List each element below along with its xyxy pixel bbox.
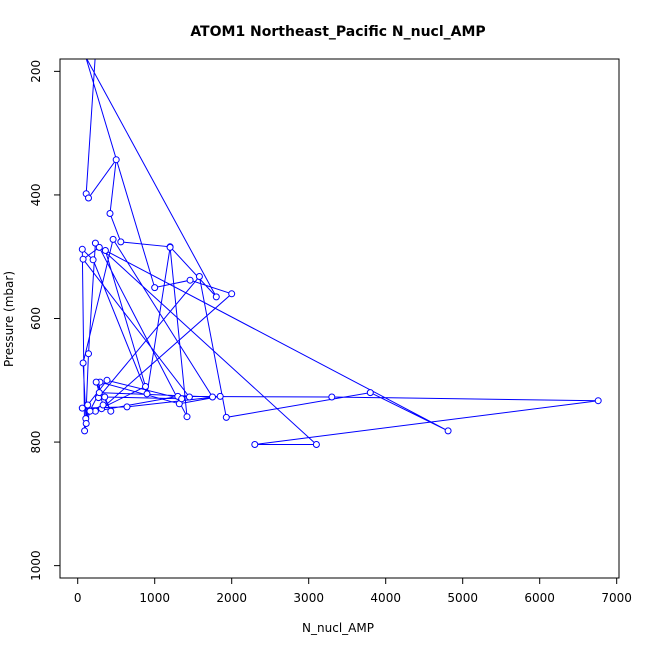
- data-point: [142, 383, 149, 390]
- chart-title: ATOM1 Northeast_Pacific N_nucl_AMP: [190, 24, 485, 40]
- data-point: [85, 350, 92, 358]
- data-point: [95, 389, 103, 397]
- data-point: [92, 378, 100, 386]
- data-point: [228, 290, 236, 298]
- data-point: [89, 256, 97, 264]
- x-tick-label: 4000: [370, 591, 401, 605]
- data-point: [107, 407, 115, 415]
- data-point: [444, 427, 452, 435]
- data-point: [81, 427, 89, 435]
- data-point: [101, 393, 109, 401]
- data-point: [91, 239, 99, 247]
- data-point: [212, 293, 220, 301]
- data-point: [166, 243, 174, 251]
- data-point: [86, 407, 94, 415]
- data-point: [209, 393, 216, 401]
- data-point: [117, 238, 125, 246]
- x-tick-label: 0: [74, 591, 82, 605]
- x-tick-label: 3000: [293, 591, 324, 605]
- x-axis: 0 1000 2000 3000 4000 5000 6000 7000: [74, 577, 632, 605]
- data-series: [78, 59, 602, 448]
- y-tick-label: 400: [29, 183, 43, 206]
- x-tick-label: 1000: [139, 591, 170, 605]
- data-point: [79, 255, 87, 263]
- data-point: [84, 401, 92, 409]
- data-point: [95, 243, 103, 251]
- data-point: [216, 392, 224, 400]
- data-point: [112, 156, 120, 164]
- data-point: [151, 284, 159, 292]
- x-axis-label: N_nucl_AMP: [302, 621, 374, 635]
- data-point: [186, 276, 194, 284]
- data-point: [85, 194, 92, 202]
- y-tick-label: 1000: [29, 550, 43, 581]
- data-point: [594, 397, 602, 405]
- data-point: [185, 393, 193, 401]
- data-point: [195, 273, 203, 280]
- data-point: [109, 235, 117, 243]
- data-point: [79, 359, 87, 367]
- data-point: [143, 390, 151, 398]
- data-point: [78, 245, 86, 253]
- data-point: [251, 441, 259, 448]
- y-axis: 200 400 600 800 1000: [29, 60, 61, 581]
- data-point: [312, 441, 320, 448]
- x-tick-label: 2000: [216, 591, 247, 605]
- data-point: [183, 413, 191, 421]
- y-tick-label: 800: [29, 431, 43, 454]
- data-point: [178, 395, 186, 403]
- data-point: [103, 376, 111, 384]
- data-point: [78, 404, 86, 412]
- data-point: [101, 247, 109, 254]
- x-tick-label: 7000: [601, 591, 632, 605]
- data-point: [106, 210, 114, 217]
- y-tick-label: 600: [29, 307, 43, 330]
- y-axis-label: Pressure (mbar): [2, 271, 16, 367]
- data-point: [328, 393, 336, 401]
- x-tick-label: 5000: [447, 591, 478, 605]
- data-point: [222, 413, 230, 421]
- data-point: [123, 403, 131, 411]
- y-tick-label: 200: [29, 60, 43, 83]
- data-point: [99, 401, 107, 409]
- data-point: [366, 389, 374, 397]
- x-tick-label: 6000: [524, 591, 555, 605]
- data-point: [82, 420, 90, 427]
